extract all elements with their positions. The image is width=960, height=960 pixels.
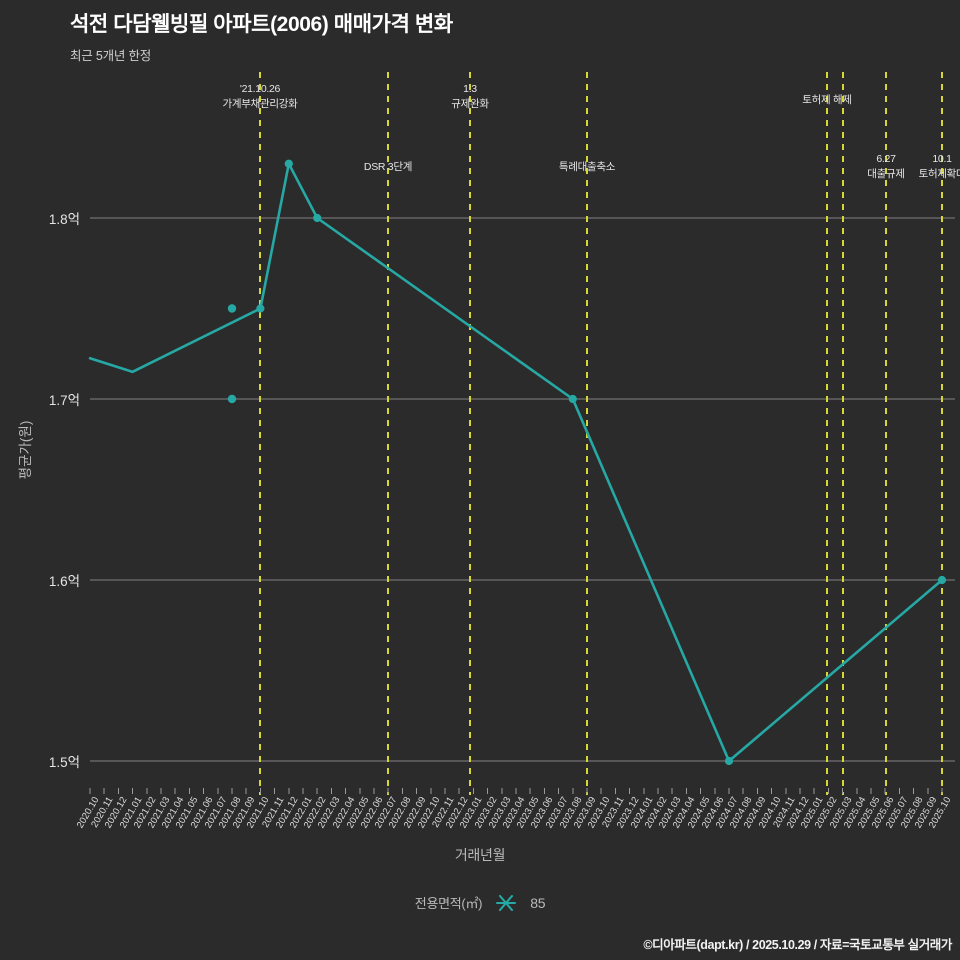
x-axis-label: 거래년월 [454, 847, 506, 863]
event-annotation-date: 10.1 [932, 153, 952, 165]
legend-entry-85: 85 [530, 894, 546, 911]
series-line-85 [88, 162, 944, 763]
event-annotation-label: 규제완화 [451, 98, 489, 111]
y-axis-tick: 1.7억 [48, 393, 80, 408]
chart-legend: 전용면적(㎡) 85 [0, 893, 960, 912]
event-annotation-label: 토허제 해제 [802, 94, 852, 106]
star-marker-icon [494, 894, 518, 912]
series-data-point [256, 304, 265, 313]
event-annotation-label: 특례대출축소 [558, 161, 616, 173]
event-annotation-label: 토허제확대 [918, 168, 960, 181]
event-annotation-date: '21.10.26 [239, 83, 281, 95]
series-data-point [937, 575, 947, 585]
event-annotation: '21.10.26 가계부채관리강화 [223, 82, 298, 112]
event-annotation: DSR 3단계 [364, 160, 412, 175]
series-data-point [227, 394, 237, 404]
event-annotation-label: DSR 3단계 [363, 161, 413, 173]
event-annotation: 특례대출축소 [559, 160, 615, 175]
event-annotation: 10.1 토허제확대 [919, 152, 960, 182]
y-axis-tick: 1.6억 [48, 574, 80, 589]
chart-header: 석전 다담웰빙필 아파트(2006) 매매가격 변화 최근 5개년 한정 [70, 8, 453, 64]
chart-footer-credit: ©디아파트(dapt.kr) / 2025.10.29 / 자료=국토교통부 실… [643, 938, 952, 952]
series-data-point [724, 756, 734, 766]
event-annotation: 6.27 대출규제 [867, 152, 905, 182]
series-data-point [313, 213, 322, 223]
event-annotation-label: 가계부채관리강화 [222, 98, 298, 111]
event-annotation: 토허제 해제 [802, 93, 852, 108]
event-annotation-date: 1.3 [463, 83, 477, 95]
event-annotation: 1.3 규제완화 [451, 82, 489, 112]
page-title: 석전 다담웰빙필 아파트(2006) 매매가격 변화 [70, 13, 453, 36]
event-annotation-label: 대출규제 [867, 168, 905, 181]
series-data-point [568, 394, 577, 404]
chart-subtitle: 최근 5개년 한정 [70, 49, 152, 63]
event-annotation-date: 6.27 [876, 153, 896, 165]
y-axis-tick: 1.5억 [48, 755, 80, 770]
y-axis-tick: 1.8억 [48, 212, 80, 227]
series-data-point [227, 304, 237, 313]
series-data-point [284, 159, 293, 168]
legend-title: 전용면적(㎡) [414, 896, 483, 911]
